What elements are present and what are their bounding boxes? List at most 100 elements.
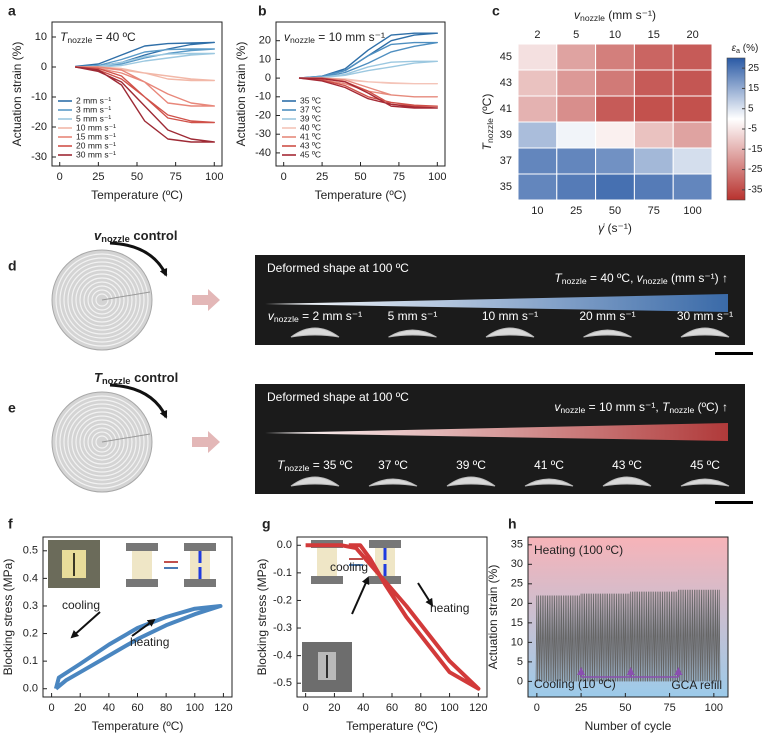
- region-label: Cooling (10 ºC): [534, 677, 616, 691]
- x-tick-label: 50: [609, 205, 621, 217]
- panel-label: a: [8, 3, 16, 19]
- y-tick-label: 0.5: [23, 545, 38, 557]
- sample-label: 10 mm s⁻¹: [482, 309, 538, 323]
- text-part: = 40 ºC: [92, 30, 136, 44]
- text-part: nozzle: [580, 13, 605, 23]
- cycle-trace: [546, 595, 549, 682]
- deformed-sample: [485, 327, 535, 338]
- text-part: T: [60, 30, 69, 44]
- y-tick-label: 0: [517, 675, 523, 687]
- cycle-trace: [643, 591, 646, 682]
- cycle-trace: [537, 595, 540, 682]
- x-tick-label: 100: [683, 205, 701, 217]
- cycle-trace: [671, 591, 675, 682]
- x-tick-label: 0: [534, 702, 540, 714]
- plot-frame: [527, 536, 729, 698]
- legend-label: 10 mm s⁻¹: [76, 122, 116, 132]
- cycle-trace: [569, 595, 572, 682]
- x-tick-label: 75: [663, 702, 675, 714]
- heatmap-cell: [517, 173, 558, 201]
- y-tick-label: 41: [500, 103, 512, 115]
- cycle-trace: [654, 591, 657, 682]
- data-line: [305, 543, 481, 691]
- y-tick-label: 0.3: [23, 600, 38, 612]
- y-tick-label: 0.0: [23, 683, 38, 695]
- cycle-trace: [581, 593, 585, 682]
- print-path-ring: [71, 411, 133, 473]
- y-tick-label: -0.3: [273, 622, 292, 634]
- x-tick-label: 0: [281, 171, 287, 183]
- heatmap-cell: [633, 173, 674, 201]
- y-tick-label: 10: [35, 31, 47, 43]
- control-label: vnozzle control: [94, 228, 177, 244]
- deformed-sample: [290, 476, 340, 487]
- cycle-trace: [606, 593, 609, 682]
- photo-caption: Deformed shape at 100 ºC: [267, 261, 409, 275]
- x-tick-label: 60: [386, 702, 398, 714]
- text-part: ε: [732, 43, 737, 54]
- y-axis-label: Blocking stress (MPa): [1, 559, 15, 676]
- colorbar-tick-label: 5: [748, 103, 754, 114]
- seam: [101, 433, 151, 443]
- arrow: [131, 618, 156, 637]
- cycle-trace: [666, 591, 669, 682]
- y-tick-label: 10: [511, 636, 523, 648]
- data-line: [75, 48, 215, 68]
- cycle-trace: [703, 589, 707, 682]
- text-part: v: [94, 228, 102, 243]
- top-tick-label: 15: [648, 29, 660, 41]
- schematic-sample: [132, 551, 152, 579]
- x-axis-label: Temperature (ºC): [91, 188, 183, 202]
- deformed-sample: [602, 476, 652, 487]
- x-tick-label: 40: [103, 702, 115, 714]
- print-path-ring: [67, 407, 137, 477]
- text-part: (mm s⁻¹) ↑: [668, 271, 728, 285]
- seam: [101, 291, 151, 301]
- legend-label: 2 mm s⁻¹: [76, 95, 111, 105]
- cycle-trace: [535, 595, 538, 682]
- cycle-trace: [555, 595, 558, 682]
- colorbar-tick-label: 15: [748, 83, 760, 94]
- cycle-trace: [716, 589, 719, 682]
- text-part: T: [94, 370, 103, 385]
- x-tick-label: 25: [316, 171, 328, 183]
- data-line: [298, 77, 438, 98]
- text-part: (mm s⁻¹): [605, 8, 656, 22]
- text-part: nozzle: [285, 463, 310, 473]
- print-path-ring: [67, 265, 137, 335]
- legend-label: 39 ºC: [300, 113, 321, 123]
- x-tick-label: 100: [205, 171, 223, 183]
- heatmap-cell: [595, 43, 635, 71]
- deformed-sample: [368, 478, 418, 487]
- cycle-trace: [597, 593, 600, 682]
- text-part: 5 mm s⁻¹: [388, 309, 438, 323]
- y-tick-label: 20: [511, 597, 523, 609]
- cycle-trace: [542, 595, 546, 682]
- sample-label: 39 ºC: [456, 458, 486, 472]
- data-line: [298, 60, 438, 79]
- text-part: nozzle: [562, 276, 587, 286]
- cycle-trace: [647, 591, 650, 682]
- x-tick-label: 100: [705, 702, 723, 714]
- y-tick-label: 35: [511, 539, 523, 551]
- top-tick-label: 20: [686, 29, 698, 41]
- print-path-ring: [75, 415, 129, 469]
- text-part: T: [277, 458, 286, 472]
- text-part: 30 mm s⁻¹: [677, 309, 733, 323]
- legend-label: 43 ºC: [300, 140, 321, 150]
- cycle-trace: [638, 591, 641, 682]
- x-axis-label: Temperature (ºC): [92, 719, 184, 733]
- cycle-trace: [702, 589, 705, 682]
- cycle-trace: [636, 591, 639, 682]
- cycle-trace: [629, 591, 632, 682]
- heatmap-cell: [517, 95, 558, 123]
- schematic-plate: [369, 540, 401, 548]
- x-axis-label: γ̇ (s⁻¹): [598, 221, 632, 235]
- y-tick-label: -0.1: [273, 567, 292, 579]
- x-tick-label: 0: [57, 171, 63, 183]
- sample-label: 45 ºC: [690, 458, 720, 472]
- cycle-trace: [594, 593, 597, 682]
- print-path-ring: [87, 427, 117, 457]
- text-part: (%): [740, 43, 758, 54]
- schematic-plate: [126, 543, 158, 551]
